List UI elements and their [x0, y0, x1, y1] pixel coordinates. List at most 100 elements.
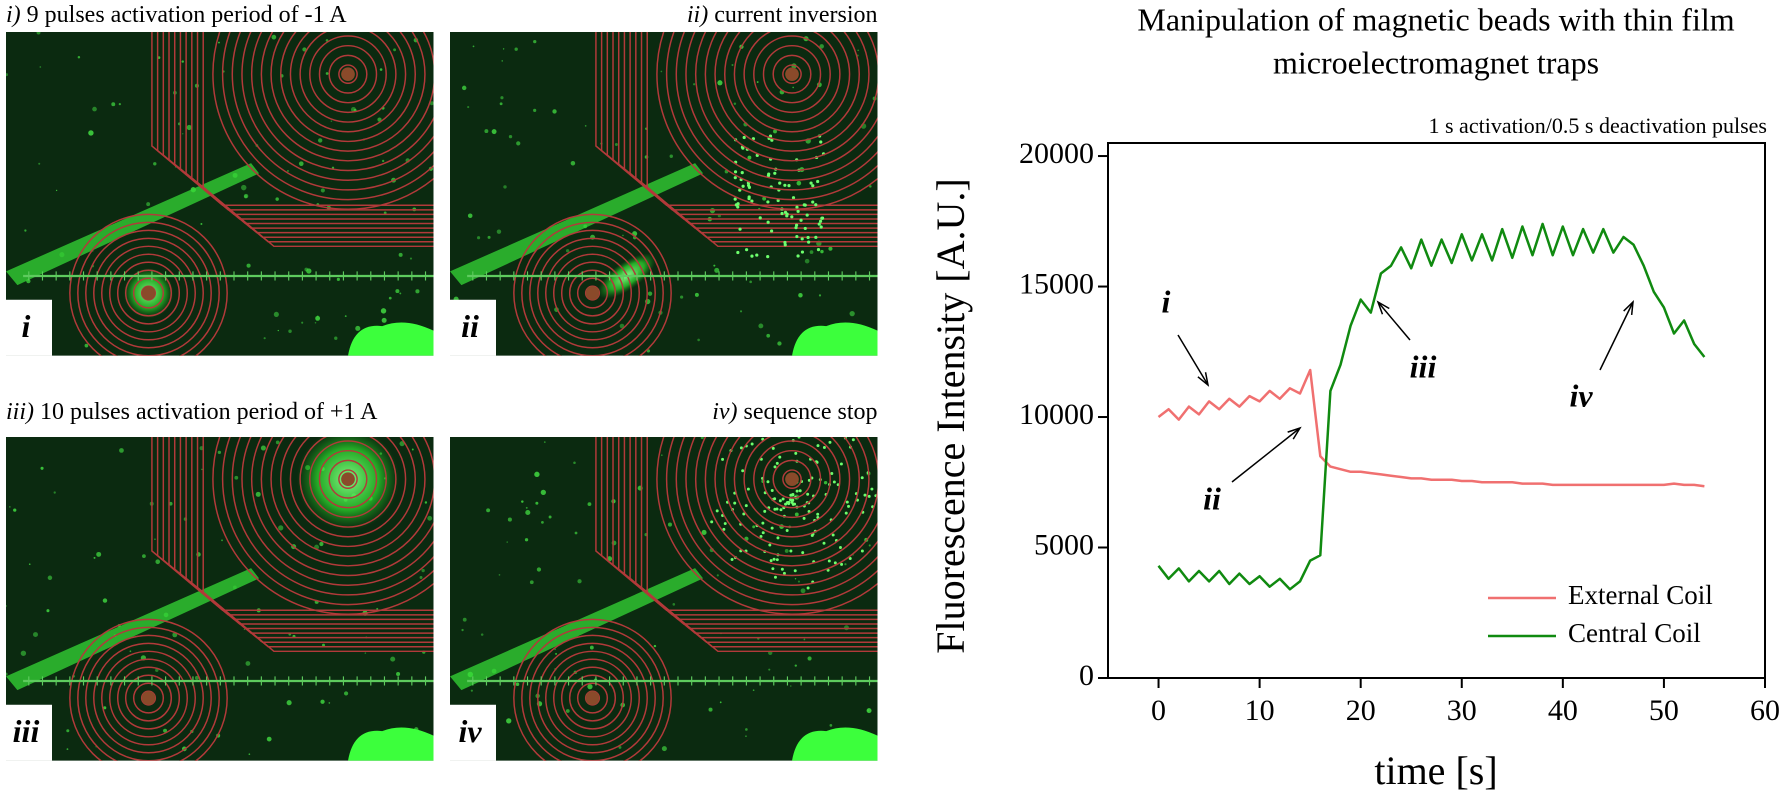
speck: [798, 293, 803, 298]
bead: [769, 559, 773, 563]
x-tick-label: 50: [1649, 694, 1679, 727]
speck: [555, 652, 558, 655]
speck: [844, 563, 847, 566]
series-line: [1157, 222, 1706, 591]
bead: [761, 531, 765, 535]
speck: [201, 468, 203, 471]
bead: [789, 549, 793, 553]
coil-ring: [529, 634, 656, 761]
coil-ring: [675, 32, 878, 191]
coil-ring: [132, 277, 165, 309]
bead: [840, 562, 844, 566]
coil-ring: [724, 32, 860, 143]
speck: [322, 643, 325, 647]
speck: [777, 341, 782, 346]
speck: [587, 683, 593, 690]
bead: [816, 444, 820, 448]
coil-ring: [560, 666, 625, 730]
bead: [736, 205, 740, 209]
coil-ring: [665, 437, 878, 606]
x-tick-label: 60: [1750, 694, 1780, 727]
speck: [200, 222, 203, 225]
coil-ring: [762, 449, 822, 509]
speck: [647, 291, 653, 296]
speck: [6, 672, 8, 676]
speck: [66, 729, 70, 733]
speck: [163, 728, 168, 733]
speck: [194, 675, 199, 680]
bead: [816, 512, 820, 516]
bead: [811, 184, 815, 188]
coil-ring: [116, 666, 181, 730]
bead: [795, 205, 799, 209]
speck: [411, 448, 414, 451]
speck: [507, 517, 512, 522]
coil-ring: [675, 437, 878, 596]
caption-numeral: iii): [6, 399, 34, 425]
y-tick-label: 10000: [1019, 398, 1094, 431]
coil-ring: [241, 437, 434, 586]
speck: [766, 333, 771, 338]
speck: [869, 185, 872, 188]
speck: [243, 628, 246, 631]
coil-ring: [685, 32, 878, 181]
speck: [804, 258, 810, 264]
bead: [794, 451, 798, 455]
bead: [739, 446, 743, 450]
speck: [66, 748, 69, 750]
speck: [552, 109, 557, 114]
trace: [646, 437, 878, 653]
speck: [749, 280, 752, 284]
speck: [255, 491, 261, 497]
bead: [860, 476, 864, 480]
bead: [740, 171, 744, 175]
speck: [823, 480, 828, 485]
speck: [390, 656, 396, 662]
speck: [508, 134, 513, 139]
bead: [817, 222, 821, 226]
bead-blob: [347, 322, 434, 356]
speck: [399, 441, 405, 447]
speck: [499, 102, 503, 106]
coil-ring: [231, 32, 434, 191]
speck: [577, 579, 582, 584]
speck: [419, 575, 423, 579]
speck: [584, 125, 587, 127]
speck: [315, 315, 321, 321]
speck: [103, 706, 107, 710]
speck: [129, 650, 132, 653]
coil-ring: [743, 437, 841, 528]
speck: [784, 549, 789, 553]
speck: [535, 501, 539, 505]
bead: [752, 427, 755, 430]
bead: [795, 234, 799, 239]
coil-ring: [260, 437, 434, 567]
speck: [614, 142, 618, 146]
speck: [733, 102, 737, 105]
speck: [828, 246, 833, 251]
speck: [118, 103, 121, 106]
speck: [501, 60, 504, 62]
bead: [778, 181, 782, 185]
speck: [38, 162, 41, 165]
speck: [498, 574, 501, 576]
speck: [396, 671, 401, 677]
speck: [221, 539, 223, 542]
speck: [515, 682, 520, 686]
coil-ring: [328, 459, 368, 499]
speck: [739, 310, 743, 313]
coil-ring: [714, 437, 870, 557]
bead: [816, 248, 821, 252]
bead: [816, 179, 820, 184]
bead: [794, 223, 799, 227]
bead: [832, 480, 836, 484]
bead: [737, 434, 740, 437]
bead: [773, 507, 777, 511]
speck: [536, 567, 542, 572]
speck: [380, 308, 387, 314]
bead: [799, 218, 803, 222]
bead: [733, 197, 737, 201]
speck: [745, 735, 747, 737]
caption-text: sequence stop: [744, 399, 878, 425]
bead: [807, 510, 811, 513]
